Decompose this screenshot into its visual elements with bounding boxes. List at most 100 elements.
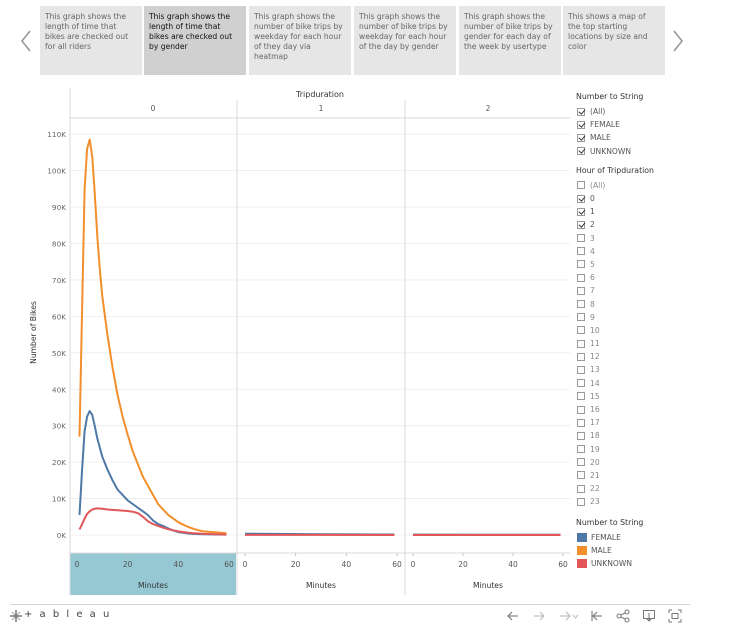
gender-filter-option[interactable]: UNKNOWN [574, 145, 724, 158]
checkbox-unchecked-icon[interactable] [577, 365, 585, 374]
checkbox-unchecked-icon[interactable] [577, 234, 585, 243]
reset-icon[interactable] [590, 608, 604, 622]
color-legend-item[interactable]: FEMALE [574, 531, 724, 544]
gender-filter-option[interactable]: FEMALE [574, 118, 724, 131]
color-legend-item[interactable]: UNKNOWN [574, 557, 724, 570]
x-tick-label: 20 [291, 560, 301, 569]
checkbox-unchecked-icon[interactable] [577, 458, 585, 467]
story-next-button[interactable] [668, 28, 688, 54]
fullscreen-icon[interactable] [668, 608, 682, 623]
story-point-3[interactable]: This graph shows the number of bike trip… [249, 6, 351, 75]
hour-filter-title: Hour of Tripduration [576, 165, 654, 175]
checkbox-unchecked-icon[interactable] [577, 339, 585, 348]
hour-filter-option[interactable]: 13 [574, 363, 724, 376]
hour-filter-option[interactable]: 3 [574, 232, 724, 245]
color-legend: FEMALE MALE UNKNOWN [574, 531, 724, 570]
gender-filter-option-label: MALE [590, 133, 611, 143]
checkbox-checked-icon[interactable] [577, 120, 585, 129]
hour-filter-option[interactable]: 14 [574, 377, 724, 390]
hour-filter-option[interactable]: 7 [574, 284, 724, 297]
hour-filter-option[interactable]: 18 [574, 429, 724, 442]
hour-filter-option[interactable]: 15 [574, 390, 724, 403]
hour-filter-option[interactable]: 17 [574, 416, 724, 429]
hour-filter-option[interactable]: 11 [574, 337, 724, 350]
revert-icon[interactable] [558, 608, 580, 622]
story-point-5[interactable]: This graph shows the number of bike trip… [459, 6, 561, 75]
hour-filter-option[interactable]: 20 [574, 456, 724, 469]
hour-filter-option[interactable]: 10 [574, 324, 724, 337]
hour-filter-option-label: 2 [590, 220, 595, 230]
tableau-brand[interactable]: + a b l e a u [24, 609, 112, 620]
hour-filter-option[interactable]: 0 [574, 192, 724, 205]
checkbox-unchecked-icon[interactable] [577, 431, 585, 440]
color-legend-item[interactable]: MALE [574, 544, 724, 557]
hour-filter-option[interactable]: 22 [574, 482, 724, 495]
hour-filter-option[interactable]: 12 [574, 350, 724, 363]
checkbox-unchecked-icon[interactable] [577, 326, 585, 335]
checkbox-unchecked-icon[interactable] [577, 352, 585, 361]
gender-filter-option[interactable]: (All) [574, 105, 724, 118]
story-point-1[interactable]: This graph shows the length of time that… [40, 6, 142, 75]
x-axis-title: Minutes [473, 581, 503, 590]
hour-filter-option[interactable]: 1 [574, 205, 724, 218]
hour-filter-option-label: 23 [590, 497, 600, 507]
gender-filter-option[interactable]: MALE [574, 131, 724, 144]
hour-filter-option[interactable]: 4 [574, 245, 724, 258]
story-prev-button[interactable] [16, 28, 36, 54]
checkbox-unchecked-icon[interactable] [577, 471, 585, 480]
checkbox-unchecked-icon[interactable] [577, 247, 585, 256]
column-header-0: 0 [151, 104, 156, 113]
checkbox-unchecked-icon[interactable] [577, 260, 585, 269]
checkbox-unchecked-icon[interactable] [577, 379, 585, 388]
checkbox-unchecked-icon[interactable] [577, 418, 585, 427]
hour-filter-option-label: (All) [590, 180, 606, 190]
story-point-4[interactable]: This graph shows the number of bike trip… [354, 6, 456, 75]
hour-filter-option[interactable]: 5 [574, 258, 724, 271]
checkbox-checked-icon[interactable] [577, 147, 585, 156]
tableau-logo-icon [10, 610, 22, 622]
checkbox-unchecked-icon[interactable] [577, 484, 585, 493]
checkbox-unchecked-icon[interactable] [577, 286, 585, 295]
y-tick-label: 0K [57, 531, 67, 540]
x-tick-label: 0 [411, 560, 416, 569]
tableau-toolbar: + a b l e a u [10, 604, 690, 627]
checkbox-unchecked-icon[interactable] [577, 405, 585, 414]
checkbox-unchecked-icon[interactable] [577, 181, 585, 190]
series-line-female-panel-0[interactable] [78, 410, 227, 536]
hour-filter-option-label: 13 [590, 365, 600, 375]
hour-filter-option[interactable]: 9 [574, 311, 724, 324]
series-line-male-panel-0[interactable] [78, 138, 227, 535]
checkbox-checked-icon[interactable] [577, 194, 585, 203]
checkbox-unchecked-icon[interactable] [577, 392, 585, 401]
checkbox-unchecked-icon[interactable] [577, 273, 585, 282]
download-icon[interactable] [642, 608, 656, 622]
redo-icon[interactable] [532, 608, 546, 622]
undo-icon[interactable] [506, 608, 520, 622]
chevron-right-icon [673, 30, 684, 52]
x-axis-title: Minutes [306, 581, 336, 590]
checkbox-unchecked-icon[interactable] [577, 300, 585, 309]
hour-filter-option-label: 3 [590, 233, 595, 243]
hour-filter-option[interactable]: 6 [574, 271, 724, 284]
hour-filter-option[interactable]: 23 [574, 495, 724, 508]
checkbox-unchecked-icon[interactable] [577, 313, 585, 322]
checkbox-unchecked-icon[interactable] [577, 445, 585, 454]
checkbox-checked-icon[interactable] [577, 220, 585, 229]
hour-filter-option[interactable]: 8 [574, 297, 724, 310]
hour-filter-option[interactable]: (All) [574, 179, 724, 192]
hour-filter-option[interactable]: 21 [574, 469, 724, 482]
share-icon[interactable] [616, 608, 630, 623]
checkbox-checked-icon[interactable] [577, 207, 585, 216]
hour-filter-option-label: 17 [590, 418, 600, 428]
hour-filter-option[interactable]: 16 [574, 403, 724, 416]
story-point-6[interactable]: This shows a map of the top starting loc… [563, 6, 665, 75]
series-line-unknown-panel-0[interactable] [78, 507, 227, 536]
hour-filter-option[interactable]: 2 [574, 218, 724, 231]
checkbox-checked-icon[interactable] [577, 107, 585, 116]
y-tick-label: 30K [52, 422, 66, 431]
checkbox-unchecked-icon[interactable] [577, 497, 585, 506]
checkbox-checked-icon[interactable] [577, 133, 585, 142]
hour-filter-option[interactable]: 19 [574, 443, 724, 456]
story-point-2[interactable]: This graph shows the length of time that… [144, 6, 246, 75]
